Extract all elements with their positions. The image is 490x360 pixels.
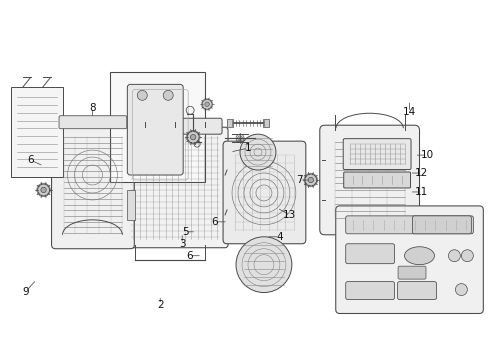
Ellipse shape (405, 247, 435, 265)
Circle shape (236, 237, 292, 293)
Text: 4: 4 (276, 232, 283, 242)
FancyBboxPatch shape (51, 121, 134, 249)
Bar (11, 87, 63, 177)
Circle shape (448, 250, 461, 262)
Text: 1: 1 (245, 143, 251, 153)
FancyBboxPatch shape (59, 116, 127, 129)
FancyBboxPatch shape (346, 282, 394, 300)
FancyBboxPatch shape (122, 127, 228, 248)
FancyBboxPatch shape (128, 118, 222, 134)
Text: 14: 14 (403, 107, 416, 117)
FancyBboxPatch shape (398, 266, 426, 279)
FancyBboxPatch shape (397, 282, 437, 300)
Text: 7: 7 (296, 175, 303, 185)
FancyBboxPatch shape (343, 139, 411, 170)
Circle shape (202, 99, 212, 109)
Circle shape (163, 90, 173, 100)
Bar (127, 190, 135, 220)
Bar (227, 119, 233, 127)
Text: 9: 9 (23, 287, 29, 297)
FancyBboxPatch shape (336, 206, 483, 314)
Circle shape (308, 177, 314, 183)
Text: 6: 6 (27, 155, 34, 165)
Text: 5: 5 (182, 227, 189, 237)
Circle shape (305, 174, 317, 186)
Bar (263, 119, 269, 127)
FancyBboxPatch shape (413, 216, 471, 234)
Text: 8: 8 (89, 103, 96, 113)
Text: 3: 3 (179, 239, 186, 249)
Circle shape (455, 284, 467, 296)
Text: 10: 10 (421, 150, 434, 160)
FancyBboxPatch shape (223, 141, 306, 244)
Circle shape (191, 135, 196, 140)
Circle shape (41, 187, 46, 193)
FancyBboxPatch shape (320, 125, 419, 235)
Text: 11: 11 (415, 187, 428, 197)
FancyBboxPatch shape (343, 172, 411, 188)
Bar (110, 72, 205, 182)
Circle shape (137, 90, 147, 100)
Text: 13: 13 (283, 210, 296, 220)
Text: 6: 6 (211, 217, 218, 227)
FancyBboxPatch shape (127, 84, 183, 175)
Text: 12: 12 (415, 168, 428, 178)
FancyBboxPatch shape (346, 216, 473, 234)
Text: 2: 2 (157, 300, 164, 310)
Circle shape (187, 131, 199, 143)
Circle shape (462, 250, 473, 262)
Circle shape (205, 102, 209, 107)
Circle shape (240, 134, 276, 170)
FancyBboxPatch shape (346, 244, 394, 264)
Text: 6: 6 (186, 251, 193, 261)
Circle shape (38, 184, 49, 196)
